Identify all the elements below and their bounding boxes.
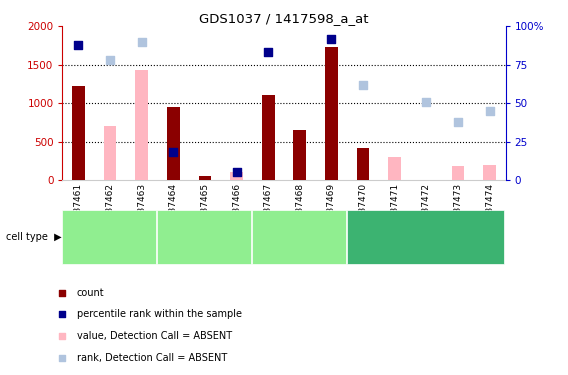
Point — [169, 149, 178, 155]
Point — [106, 57, 115, 63]
Point — [74, 42, 83, 48]
Bar — [199, 176, 211, 180]
Point — [327, 36, 336, 42]
Point — [58, 311, 67, 317]
Text: count: count — [77, 288, 105, 297]
Bar — [103, 126, 116, 180]
Bar — [230, 172, 243, 180]
Point — [58, 290, 67, 296]
Bar — [452, 166, 465, 180]
Point — [485, 108, 494, 114]
Text: cell type  ▶: cell type ▶ — [6, 232, 61, 242]
Point — [137, 39, 146, 45]
Text: CD45+ side population: CD45+ side population — [374, 232, 479, 242]
Point — [422, 99, 431, 105]
Bar — [325, 47, 338, 180]
Point — [358, 82, 367, 88]
Bar — [294, 130, 306, 180]
Bar — [483, 165, 496, 180]
Point — [264, 50, 273, 55]
Bar — [167, 107, 179, 180]
Point — [453, 118, 462, 124]
Point — [58, 355, 67, 361]
Point — [58, 333, 67, 339]
Bar — [357, 148, 369, 180]
Text: CD45- side
population: CD45- side population — [275, 228, 324, 247]
Text: CD45+ main
population: CD45+ main population — [176, 228, 233, 247]
Title: GDS1037 / 1417598_a_at: GDS1037 / 1417598_a_at — [199, 12, 369, 25]
Bar — [262, 96, 274, 180]
Bar — [389, 157, 401, 180]
Bar — [135, 70, 148, 180]
Text: CD45- main
population: CD45- main population — [83, 228, 136, 247]
Text: rank, Detection Call = ABSENT: rank, Detection Call = ABSENT — [77, 353, 227, 363]
Bar — [72, 86, 85, 180]
Text: percentile rank within the sample: percentile rank within the sample — [77, 309, 241, 319]
Point — [232, 170, 241, 176]
Text: value, Detection Call = ABSENT: value, Detection Call = ABSENT — [77, 331, 232, 341]
